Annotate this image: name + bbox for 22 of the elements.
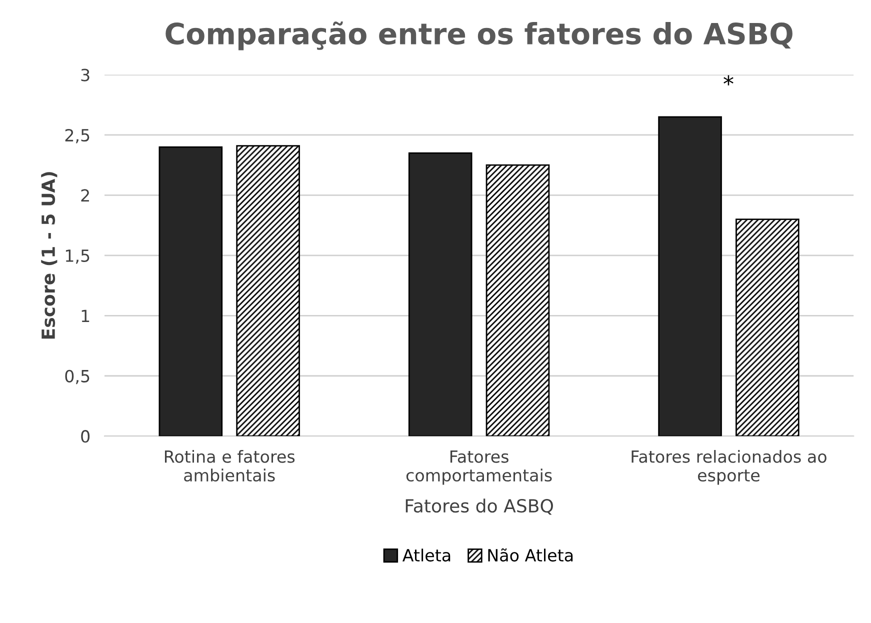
- legend-label: Não Atleta: [488, 548, 573, 562]
- legend-label: Atleta: [402, 548, 450, 562]
- bar: [236, 145, 300, 436]
- x-tick-label: Fatores relacionados ao esporte: [632, 450, 826, 485]
- annotation: *: [724, 75, 734, 86]
- chart-title: Comparação entre os fatores do ASBQ: [166, 22, 792, 50]
- bar: [408, 152, 472, 436]
- bar: [736, 218, 800, 436]
- y-tick-label: 1: [82, 310, 90, 322]
- y-axis-title: Escore (1 - 5 UA): [41, 172, 58, 339]
- y-tick-label: 2,5: [65, 128, 90, 144]
- bar: [158, 146, 223, 436]
- x-axis-title: Fatores do ASBQ: [406, 498, 553, 515]
- y-tick-label: 3: [81, 68, 90, 82]
- x-tick-label: Fatores comportamentais: [406, 450, 552, 485]
- y-tick-label: 0: [81, 430, 90, 443]
- x-tick-label: Rotina e fatores ambientais: [164, 450, 295, 482]
- y-tick-label: 1,5: [66, 250, 90, 264]
- bar: [658, 116, 722, 436]
- y-tick-label: 0,5: [65, 370, 90, 384]
- bar: [486, 164, 550, 436]
- y-tick-label: 2: [81, 189, 89, 202]
